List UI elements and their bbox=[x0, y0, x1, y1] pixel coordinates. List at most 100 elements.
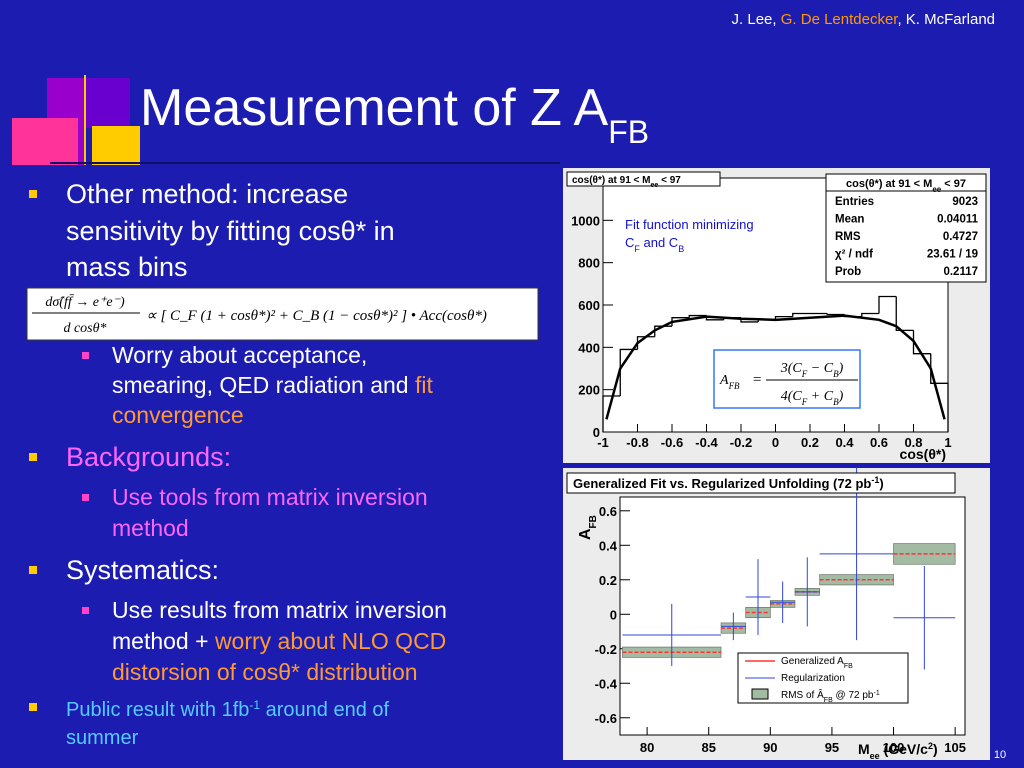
bullet-text: Other method: increase bbox=[66, 179, 348, 209]
label-part: 4(C bbox=[781, 389, 803, 404]
bullet-line: Worry about acceptance, bbox=[112, 342, 367, 368]
stats-key: RMS bbox=[835, 231, 861, 243]
x-tick-label: -0.4 bbox=[695, 435, 718, 450]
bullet-text: fit bbox=[415, 372, 434, 398]
bullet-line: method + worry about NLO QCD bbox=[112, 628, 446, 654]
label: 3(CF − CB) bbox=[780, 361, 844, 379]
bullet-text: Use results from matrix inversion bbox=[112, 597, 447, 623]
y-tick-label: 200 bbox=[578, 383, 600, 398]
formula-numerator: dσ̂(ff̄ → e⁺e⁻) bbox=[45, 294, 125, 310]
label: Regularization bbox=[781, 673, 845, 684]
label-part: FB bbox=[824, 697, 833, 704]
bullet-marker bbox=[29, 566, 37, 574]
y-tick-label: 1000 bbox=[571, 213, 600, 228]
histogram-bin bbox=[826, 313, 845, 316]
stats-value: 0.2117 bbox=[943, 266, 978, 278]
stats-key: Prob bbox=[835, 266, 861, 278]
label: cos(θ*) at 91 < Mee < 97 bbox=[572, 175, 681, 189]
y-tick-label: 0.4 bbox=[599, 538, 618, 553]
label-part: Generalized A bbox=[781, 656, 844, 667]
label-part: Regularization bbox=[781, 673, 845, 684]
bullet-line: Other method: increase bbox=[66, 179, 348, 209]
bullet-marker bbox=[82, 607, 89, 614]
label-part: @ 72 pb bbox=[833, 690, 874, 701]
bullet-text: Public result with 1fb bbox=[66, 699, 249, 721]
label: Generalized AFB bbox=[781, 656, 853, 670]
x-axis-label: cos(θ*) bbox=[900, 446, 946, 462]
label-part: FB bbox=[728, 381, 740, 391]
histogram-bin bbox=[688, 314, 707, 318]
x-tick-label: 95 bbox=[825, 740, 839, 755]
label-part: F bbox=[801, 369, 808, 379]
bullet-text: summer bbox=[66, 727, 139, 749]
bullet-marker bbox=[82, 352, 89, 359]
y-tick-label: -0.2 bbox=[595, 642, 617, 657]
y-tick-label: 800 bbox=[578, 256, 600, 271]
stats-value: 0.4727 bbox=[943, 231, 978, 243]
x-tick-label: 85 bbox=[701, 740, 715, 755]
bullet-marker bbox=[82, 494, 89, 501]
bullet-text: Use tools from matrix inversion bbox=[112, 484, 428, 510]
label-part: (GeV/c bbox=[880, 741, 928, 757]
page-number: 10 bbox=[994, 749, 1006, 761]
y-tick-label: 0 bbox=[610, 607, 617, 622]
label: CF and CB bbox=[625, 235, 684, 254]
y-tick-label: 0.6 bbox=[599, 504, 617, 519]
bullet-text: Backgrounds: bbox=[66, 442, 231, 472]
bullet-text: Systematics: bbox=[66, 555, 219, 585]
formula-eq: = bbox=[752, 372, 762, 388]
label-part: FB bbox=[588, 515, 599, 528]
slide-title: Measurement of Z AFB bbox=[140, 79, 649, 150]
label-part: ee bbox=[932, 185, 941, 194]
bullet-line: Public result with 1fb-1 around end of bbox=[66, 698, 390, 721]
label-part: -1 bbox=[873, 690, 879, 697]
x-tick-label: 90 bbox=[763, 740, 777, 755]
label-part: ee bbox=[651, 182, 659, 189]
bullet-line: summer bbox=[66, 727, 139, 749]
label-part: cos(θ*) at 91 < M bbox=[846, 178, 932, 190]
stats-key: χ² / ndf bbox=[835, 249, 873, 261]
bullet-text: mass bins bbox=[66, 252, 188, 282]
label-part: < 97 bbox=[658, 175, 681, 186]
bullet-line: mass bins bbox=[66, 252, 188, 282]
x-tick-label: -1 bbox=[597, 435, 609, 450]
bullet-text: -1 bbox=[249, 698, 260, 712]
y-tick-label: 600 bbox=[578, 298, 600, 313]
annotation: Fit function minimizing bbox=[625, 217, 754, 232]
label: RMS of ÂFB @ 72 pb-1 bbox=[781, 688, 880, 704]
x-tick-label: 0.8 bbox=[904, 435, 922, 450]
stats-value: 9023 bbox=[952, 196, 978, 208]
label-part: ) bbox=[879, 476, 883, 491]
stats-box bbox=[825, 173, 987, 283]
label-part: A bbox=[577, 528, 594, 540]
label-part: RMS of bbox=[781, 690, 817, 701]
bullet-line: smearing, QED radiation and fit bbox=[112, 372, 434, 398]
label-part: ) bbox=[933, 741, 938, 757]
x-tick-label: 105 bbox=[944, 740, 966, 755]
label-part: < 97 bbox=[941, 178, 966, 190]
histogram-bin bbox=[878, 295, 897, 314]
bullet-line: Use tools from matrix inversion bbox=[112, 484, 428, 510]
label: AFB bbox=[577, 515, 599, 540]
label-part: Â bbox=[817, 688, 824, 701]
stats-value: 0.04011 bbox=[937, 214, 979, 226]
x-tick-label: 0.6 bbox=[870, 435, 888, 450]
histogram-bin bbox=[602, 395, 621, 432]
bullet-marker bbox=[29, 453, 37, 461]
stats-value: 23.61 / 19 bbox=[927, 249, 978, 261]
bullet-line: Use results from matrix inversion bbox=[112, 597, 447, 623]
label-part: and C bbox=[640, 235, 678, 250]
x-tick-label: 0 bbox=[772, 435, 779, 450]
y-tick-label: 400 bbox=[578, 340, 600, 355]
label-part: B bbox=[833, 369, 839, 379]
label-part: A bbox=[719, 373, 729, 388]
deco-square bbox=[85, 78, 130, 128]
title-sub: FB bbox=[608, 114, 649, 150]
bullet-line: sensitivity by fitting cosθ* in bbox=[66, 216, 395, 246]
histogram-bin bbox=[895, 296, 914, 332]
bullet-line: convergence bbox=[112, 402, 244, 428]
formula-lhs: AFB bbox=[719, 373, 740, 391]
label-part: − C bbox=[807, 361, 833, 376]
x-tick-label: 0.2 bbox=[801, 435, 819, 450]
